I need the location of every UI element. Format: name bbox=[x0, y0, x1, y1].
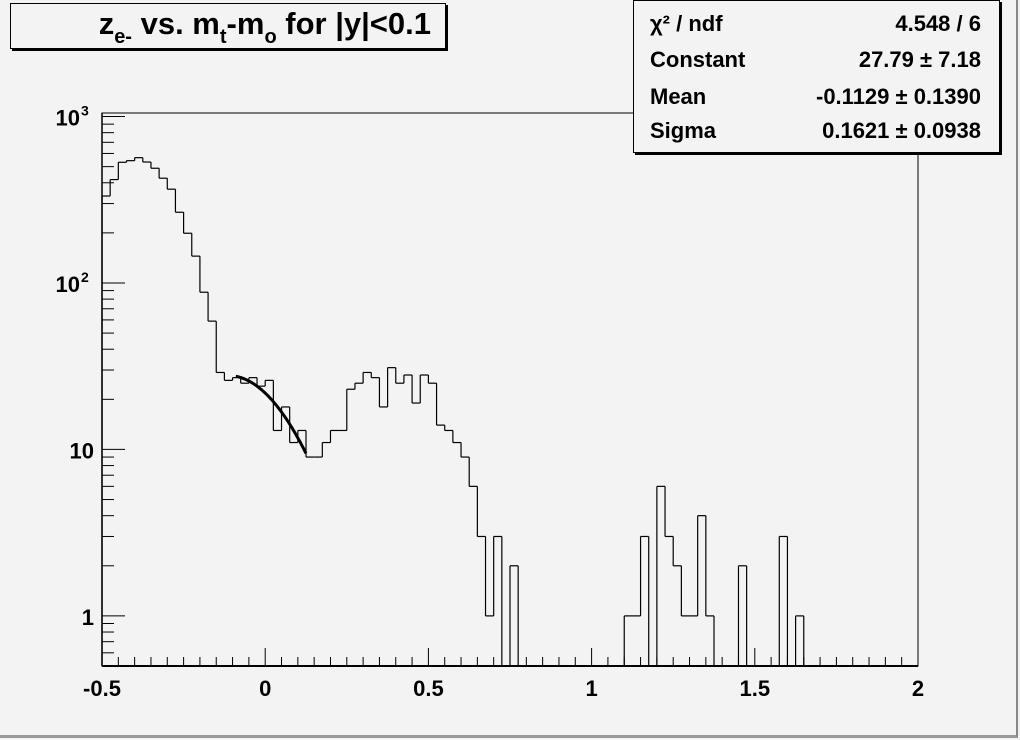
stat-value: 4.548 / 6 bbox=[895, 11, 981, 36]
y-tick-label: 10 bbox=[56, 106, 80, 131]
title-sub: e- bbox=[114, 26, 132, 48]
gaussian-fit-curve bbox=[235, 374, 308, 455]
stat-name: Constant bbox=[650, 47, 746, 72]
title-box: ze- vs. mt-mo for |y|<0.1 bbox=[10, 3, 446, 49]
title-sub: t bbox=[219, 26, 227, 48]
title-part: vs. m bbox=[131, 6, 220, 41]
stat-row-constant: Constant 27.79 ± 7.18 bbox=[650, 43, 981, 77]
y-tick-exponent: 2 bbox=[81, 269, 89, 285]
x-tick-label: 0.5 bbox=[413, 676, 444, 701]
x-tick-label: 1 bbox=[585, 676, 597, 701]
stat-name: Mean bbox=[650, 84, 707, 109]
title-part: z bbox=[98, 6, 115, 41]
y-tick-exponent: 3 bbox=[81, 103, 89, 119]
fit-stats-box: χ² / ndf 4.548 / 6 Constant 27.79 ± 7.18 M… bbox=[633, 0, 1000, 153]
x-tick-label: 2 bbox=[912, 676, 924, 701]
y-tick-label: 10 bbox=[56, 272, 80, 297]
stat-name: χ² / ndf bbox=[650, 11, 723, 36]
x-tick-label: -0.5 bbox=[83, 676, 121, 701]
stat-row-chi2: χ² / ndf 4.548 / 6 bbox=[650, 7, 981, 41]
y-tick-label: 1 bbox=[82, 605, 94, 630]
title-part: -m bbox=[226, 6, 265, 41]
stat-row-sigma: Sigma 0.1621 ± 0.0938 bbox=[650, 114, 981, 148]
stat-row-mean: Mean -0.1129 ± 0.1390 bbox=[650, 80, 981, 114]
stat-name: Sigma bbox=[650, 118, 717, 143]
x-tick-label: 1.5 bbox=[740, 676, 771, 701]
title-part: for |y|<0.1 bbox=[276, 6, 431, 41]
y-tick-label: 10 bbox=[70, 438, 94, 463]
stat-value: -0.1129 ± 0.1390 bbox=[816, 84, 981, 109]
stat-value: 0.1621 ± 0.0938 bbox=[822, 118, 981, 143]
plot-title: ze- vs. mt-mo for |y|<0.1 bbox=[99, 6, 431, 49]
title-sub: o bbox=[264, 26, 277, 48]
x-tick-label: 0 bbox=[259, 676, 271, 701]
stat-value: 27.79 ± 7.18 bbox=[858, 47, 981, 72]
